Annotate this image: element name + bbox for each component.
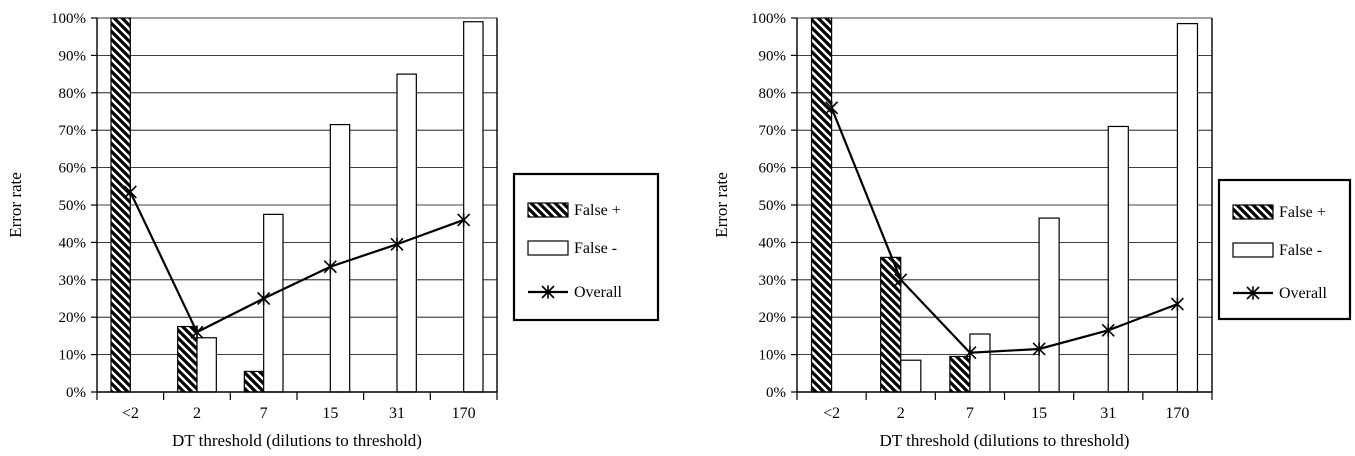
legend-marker-overall: [1246, 286, 1260, 300]
overall-point: [457, 213, 471, 227]
x-tick-label: <2: [823, 405, 840, 422]
x-tick-label: 170: [452, 405, 476, 422]
legend-swatch-false-positive: [1232, 204, 1274, 220]
y-tick-label: 10%: [59, 348, 87, 364]
overall-point: [190, 325, 204, 339]
y-tick-label: 50%: [759, 198, 787, 214]
legend-label: Overall: [574, 284, 623, 301]
x-tick-label: 15: [1031, 405, 1047, 422]
legend: False + False - Overall: [512, 172, 660, 322]
false-negative-bar: [396, 73, 417, 393]
false-negative-bar: [263, 213, 284, 393]
y-tick-label: 10%: [759, 348, 787, 364]
y-tick-label: 90%: [59, 48, 87, 64]
right-chart: 0%10%20%30%40%50%60%70%80%90%100%<2 2 7 15 3…: [712, 11, 1352, 450]
y-tick-label: 60%: [759, 161, 787, 177]
y-axis-label: Error rate: [712, 172, 731, 238]
legend-label: False +: [1279, 204, 1326, 221]
x-tick-label: 31: [389, 405, 405, 422]
y-tick-label: 90%: [759, 48, 787, 64]
legend-label: False -: [1279, 242, 1322, 259]
false-negative-bar: [1176, 23, 1199, 393]
overall-point: [825, 101, 839, 115]
y-tick-label: 80%: [59, 86, 87, 102]
y-tick-label: 20%: [759, 310, 787, 326]
x-tick-label: 31: [1100, 405, 1116, 422]
legend: False + False - Overall: [1217, 178, 1352, 321]
y-tick-label: 30%: [59, 273, 87, 289]
y-tick-label: 40%: [759, 235, 787, 251]
overall-point: [963, 346, 977, 360]
overall-point: [390, 237, 404, 251]
overall-line: [129, 191, 465, 334]
false-positive-bar: [949, 355, 971, 393]
overall-point: [894, 273, 908, 287]
overall-line: [830, 107, 1178, 354]
legend-swatch-false-negative: [527, 240, 569, 256]
y-tick-label: 60%: [59, 161, 87, 177]
legend-label: False -: [574, 240, 617, 257]
y-tick-label: 50%: [59, 198, 87, 214]
y-tick-label: 40%: [59, 235, 87, 251]
false-negative-bar: [1038, 217, 1060, 393]
legend-label: False +: [574, 202, 621, 219]
x-axis-label: DT threshold (dilutions to threshold): [172, 431, 422, 450]
x-tick-label: 15: [322, 405, 338, 422]
x-tick-label: 2: [897, 405, 905, 422]
false-positive-bar: [110, 17, 131, 393]
y-tick-label: 100%: [751, 11, 786, 27]
x-tick-label: 170: [1165, 405, 1189, 422]
false-negative-bar: [463, 21, 484, 393]
x-axis-label: DT threshold (dilutions to threshold): [880, 431, 1130, 450]
y-tick-label: 0%: [66, 385, 86, 401]
y-tick-label: 30%: [759, 273, 787, 289]
y-axis-label: Error rate: [6, 172, 25, 238]
legend-label: Overall: [1279, 285, 1328, 302]
false-negative-bar: [900, 359, 922, 393]
overall-point: [257, 291, 271, 306]
false-positive-bar: [243, 370, 265, 393]
x-tick-label: <2: [122, 405, 139, 422]
x-tick-label: 7: [966, 405, 974, 422]
overall-point: [1170, 297, 1184, 311]
x-tick-label: 7: [260, 405, 268, 422]
x-tick-label: 2: [193, 405, 201, 422]
y-tick-label: 70%: [759, 123, 787, 139]
left-chart: 0%10%20%30%40%50%60%70%80%90%100%<2 2 7 15 3…: [6, 11, 660, 450]
overall-point: [1032, 342, 1046, 356]
false-negative-bar: [329, 123, 351, 393]
overall-point: [1101, 323, 1115, 337]
y-tick-label: 20%: [59, 310, 87, 326]
false-negative-bar: [969, 333, 991, 393]
false-positive-bar: [177, 325, 198, 393]
overall-point: [323, 260, 337, 274]
legend-swatch-false-negative: [1232, 242, 1274, 258]
y-tick-label: 100%: [51, 11, 86, 27]
y-tick-label: 70%: [59, 123, 87, 139]
legend-marker-overall: [541, 285, 555, 299]
false-positive-bar: [810, 17, 833, 393]
false-negative-bar: [1107, 125, 1129, 393]
legend-swatch-false-positive: [527, 202, 569, 218]
y-tick-label: 80%: [759, 86, 787, 102]
overall-point: [123, 185, 137, 199]
false-negative-bar: [196, 337, 217, 393]
y-tick-label: 0%: [766, 385, 786, 401]
